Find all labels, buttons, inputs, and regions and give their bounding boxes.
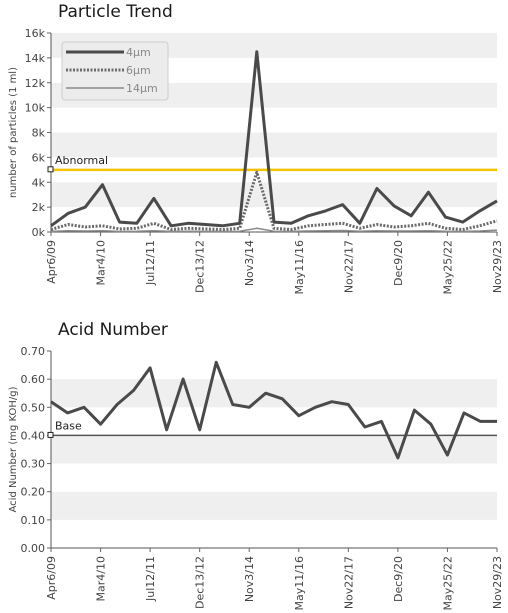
- grid-band: [51, 463, 497, 492]
- acid-number-title: Acid Number: [58, 320, 168, 340]
- x-tick-label: Nov22/17: [342, 240, 355, 293]
- x-tick-label: Nov29/23: [491, 556, 504, 609]
- y-tick-label: 0.40: [21, 429, 46, 442]
- y-tick-label: 0.00: [21, 542, 46, 555]
- x-tick-label: Dec13/12: [194, 240, 207, 293]
- grid-band: [51, 435, 497, 464]
- y-tick-label: 0.10: [21, 514, 46, 527]
- y-tick-label: 0.70: [21, 345, 46, 358]
- reference-marker: [47, 166, 54, 173]
- x-tick-label: May11/16: [293, 240, 306, 294]
- legend-label: 6μm: [126, 64, 151, 77]
- series-line-14μm: [50, 227, 498, 233]
- legend-label: 14μm: [126, 82, 158, 95]
- series-line-6μm: [50, 170, 498, 231]
- reference-label: Abnormal: [55, 154, 108, 167]
- grid-band: [51, 351, 497, 380]
- y-tick-label: 12k: [25, 77, 46, 90]
- x-tick-label: Nov22/17: [342, 556, 355, 609]
- grid-band: [51, 379, 497, 408]
- series-line-4μm: [50, 50, 498, 228]
- reference-label: Base: [55, 419, 82, 432]
- x-tick-label: Nov29/23: [491, 240, 504, 293]
- y-axis-label: Acid Number (mg KOH/g): [8, 386, 19, 512]
- y-tick-label: 16k: [25, 27, 46, 40]
- x-tick-label: May25/22: [441, 556, 454, 610]
- y-tick-label: 0.20: [21, 486, 46, 499]
- grid-band: [51, 407, 497, 436]
- y-tick-label: 8k: [32, 127, 46, 140]
- x-tick-label: Nov3/14: [243, 240, 256, 286]
- x-tick-label: Apr6/09: [45, 556, 58, 600]
- legend-label: 4μm: [126, 46, 151, 59]
- grid-band: [51, 132, 497, 158]
- y-tick-label: 0.50: [21, 401, 46, 414]
- x-tick-label: Jul12/11: [144, 240, 157, 286]
- y-tick-label: 0.30: [21, 458, 46, 471]
- y-tick-label: 4k: [32, 176, 46, 189]
- grid-band: [51, 519, 497, 548]
- x-tick-label: Apr6/09: [45, 240, 58, 284]
- x-tick-label: May25/22: [441, 240, 454, 294]
- grid-band: [51, 182, 497, 208]
- x-tick-label: Mar4/10: [95, 240, 108, 285]
- x-tick-label: Nov3/14: [243, 556, 256, 602]
- y-tick-label: 0k: [32, 226, 46, 239]
- legend: 4μm 6μm 14μm: [61, 41, 169, 101]
- x-tick-label: Dec9/20: [392, 556, 405, 602]
- y-axis-label: number of particles (1 ml): [8, 67, 19, 198]
- y-tick-label: 0.60: [21, 373, 46, 386]
- grid-band: [51, 491, 497, 520]
- x-tick-label: Jul12/11: [144, 556, 157, 602]
- particle-trend-title: Particle Trend: [58, 2, 173, 22]
- x-tick-label: May11/16: [293, 556, 306, 610]
- grid-band: [51, 107, 497, 133]
- y-tick-label: 6k: [32, 151, 46, 164]
- y-tick-label: 10k: [25, 102, 46, 115]
- x-tick-label: Mar4/10: [95, 556, 108, 601]
- particle-trend-chart: 0k 2k 4k 6k 8k 10k 12k 14k 16k number of particle…: [8, 27, 504, 294]
- y-tick-label: 14k: [25, 52, 46, 65]
- x-tick-label: Dec9/20: [392, 240, 405, 286]
- series-line-acid-number: [50, 360, 497, 460]
- y-tick-label: 2k: [32, 201, 46, 214]
- reference-marker: [47, 431, 54, 438]
- x-tick-label: Dec13/12: [194, 556, 207, 609]
